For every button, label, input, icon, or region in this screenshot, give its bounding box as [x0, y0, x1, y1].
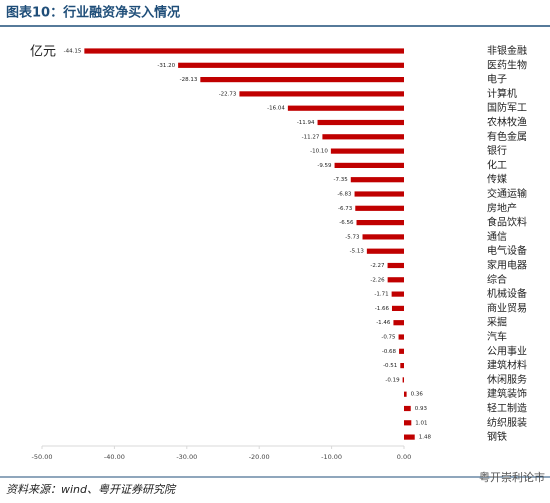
x-tick-label: -50.00 [32, 453, 53, 461]
category-label: 电气设备 [487, 244, 527, 257]
bar [391, 305, 404, 311]
value-label: -5.73 [345, 234, 360, 240]
value-label: -6.73 [338, 206, 353, 212]
value-label: 0.93 [415, 406, 428, 412]
value-label: -16.04 [267, 106, 285, 112]
bar [322, 134, 404, 140]
value-label: -0.75 [381, 335, 396, 341]
bar [362, 234, 404, 240]
bar [317, 119, 404, 126]
category-label: 公用事业 [487, 344, 527, 357]
x-tick-label: 0.00 [397, 453, 411, 461]
chart-title: 图表10：行业融资净买入情况 [6, 5, 180, 21]
value-label: -6.56 [339, 220, 354, 226]
bar [84, 48, 404, 54]
category-label: 建筑装饰 [487, 387, 527, 400]
category-label: 非银金融 [487, 44, 527, 57]
category-label: 建筑材料 [487, 359, 527, 372]
value-label: -2.26 [370, 277, 385, 283]
category-label: 食品饮料 [487, 216, 527, 229]
bar [350, 177, 404, 183]
category-label: 国防军工 [487, 101, 527, 114]
category-label: 采掘 [487, 316, 507, 329]
bar [334, 162, 404, 168]
bar [393, 320, 404, 326]
x-tick-label: -40.00 [104, 453, 125, 461]
bar [398, 334, 404, 340]
category-label: 银行 [487, 144, 507, 157]
value-label: -11.27 [302, 134, 320, 140]
value-label: 1.48 [419, 435, 432, 441]
value-label: 1.01 [415, 420, 427, 426]
category-label: 综合 [487, 273, 507, 286]
category-label: 房地产 [487, 201, 517, 214]
bar [400, 363, 404, 369]
value-label: -5.13 [350, 249, 365, 255]
value-label: -1.46 [376, 320, 391, 326]
category-label: 通信 [487, 231, 507, 243]
category-label: 化工 [487, 158, 507, 171]
bar [399, 348, 404, 354]
unit-label: 亿元 [30, 45, 56, 60]
category-label: 传媒 [487, 174, 507, 186]
value-label: -1.66 [375, 306, 390, 312]
value-label: -10.10 [310, 149, 328, 155]
value-label: -1.71 [374, 292, 388, 298]
value-label: -22.73 [219, 91, 237, 97]
bar [404, 391, 407, 397]
category-label: 交通运输 [487, 187, 527, 200]
x-tick-label: -10.00 [321, 453, 342, 461]
x-tick-label: -30.00 [176, 453, 197, 461]
bar [287, 105, 404, 111]
bar [404, 434, 415, 440]
bar [404, 405, 411, 412]
bar [387, 277, 404, 283]
bar [356, 220, 404, 226]
value-label: -0.68 [382, 349, 397, 355]
bar [391, 291, 404, 297]
category-label: 家用电器 [487, 259, 527, 272]
watermark: 粤开崇利论市 [479, 470, 545, 484]
value-label: -44.15 [64, 49, 82, 55]
source: 资料来源：wind、粤开证券研究院 [6, 483, 177, 496]
value-label: -7.35 [334, 177, 349, 183]
category-label: 纺织服装 [487, 416, 527, 429]
category-label: 汽车 [487, 330, 507, 343]
category-label: 商业贸易 [487, 301, 527, 314]
category-label: 休闲服务 [487, 373, 527, 386]
value-label: -28.13 [180, 77, 198, 83]
value-label: -0.51 [383, 363, 397, 369]
value-label: -31.20 [157, 63, 175, 69]
category-label: 计算机 [487, 87, 517, 100]
bar [354, 191, 404, 197]
bar [239, 91, 404, 97]
bar [178, 62, 404, 68]
category-label: 医药生物 [487, 58, 527, 71]
category-label: 机械设备 [487, 287, 527, 300]
x-tick-label: -20.00 [249, 453, 270, 461]
value-label: -11.94 [297, 120, 315, 126]
bar [200, 77, 404, 83]
bar [330, 148, 404, 154]
category-label: 有色金属 [487, 130, 527, 143]
category-label: 电子 [487, 73, 507, 86]
bar [402, 377, 404, 383]
category-label: 轻工制造 [487, 402, 527, 415]
category-label: 农林牧渔 [487, 116, 527, 129]
value-label: -6.83 [337, 192, 352, 198]
bar [404, 420, 412, 426]
value-label: -0.19 [385, 377, 400, 383]
bar [366, 248, 404, 254]
bar [355, 205, 404, 211]
value-label: 0.36 [411, 392, 424, 398]
category-label: 钢铁 [487, 430, 507, 443]
value-label: -9.59 [317, 163, 332, 169]
value-label: -2.27 [370, 263, 385, 269]
bar [387, 262, 404, 269]
